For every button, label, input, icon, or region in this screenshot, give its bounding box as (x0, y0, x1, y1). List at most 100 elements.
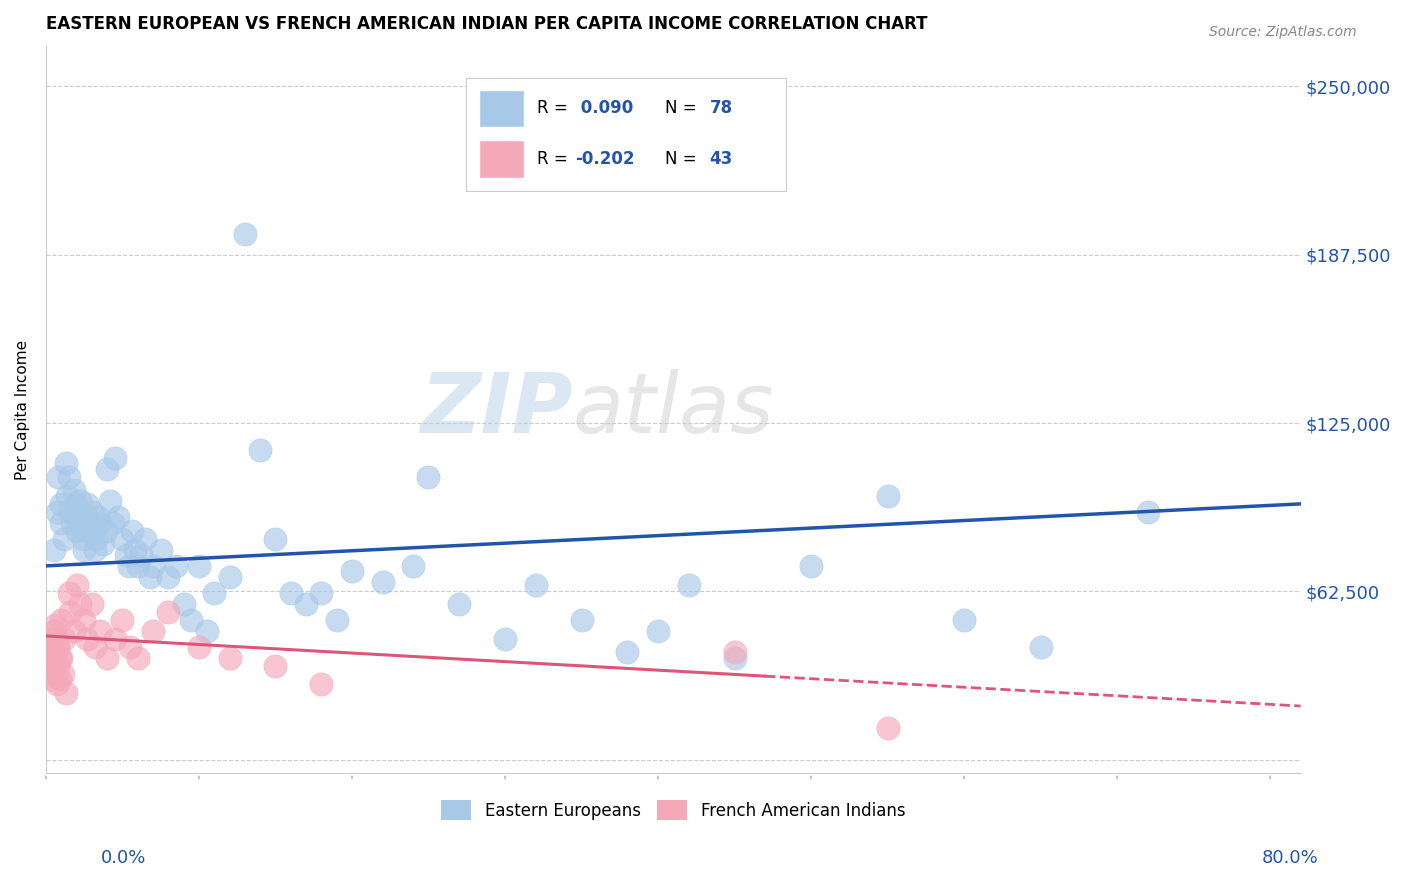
Point (70, 516, 93, 530)
Point (124, 542, 146, 557)
Point (39, 658, 62, 673)
Point (41, 632, 63, 646)
Point (48, 672, 70, 686)
Point (142, 558, 165, 573)
Point (1136, 505, 1159, 519)
Point (46, 640, 69, 654)
Point (121, 524, 143, 538)
Point (723, 645, 745, 659)
Point (202, 586, 225, 600)
Point (65, 578, 87, 592)
Point (73, 613, 96, 627)
Point (87, 510, 110, 524)
Point (325, 613, 347, 627)
Point (127, 558, 149, 573)
Point (134, 532, 156, 546)
Point (80, 505, 103, 519)
Point (195, 624, 218, 638)
Point (91, 537, 114, 551)
Point (41, 672, 63, 686)
Point (42, 650, 65, 665)
Point (280, 586, 302, 600)
Point (59, 605, 82, 619)
Point (311, 677, 333, 691)
Point (67, 510, 90, 524)
Point (876, 721, 898, 735)
Point (218, 650, 240, 665)
Point (114, 548, 136, 562)
Point (72, 532, 94, 546)
Point (120, 640, 142, 654)
Point (264, 532, 287, 546)
Point (80, 597, 103, 611)
Text: ZIP: ZIP (420, 369, 572, 450)
Point (616, 645, 638, 659)
Point (56, 489, 79, 503)
Point (94, 524, 117, 538)
Point (723, 650, 745, 665)
Point (188, 640, 211, 654)
Point (104, 632, 127, 646)
Point (39, 640, 62, 654)
Point (38, 650, 60, 665)
Point (571, 613, 593, 627)
Point (73, 542, 96, 557)
Point (65, 524, 87, 538)
Point (1029, 640, 1052, 654)
Point (647, 624, 669, 638)
Point (55, 685, 77, 699)
Point (117, 558, 139, 573)
Point (45, 505, 67, 519)
Point (51, 613, 73, 627)
Point (58, 586, 80, 600)
Point (51, 516, 73, 530)
Point (51, 650, 73, 665)
Point (218, 569, 240, 583)
Point (494, 632, 516, 646)
Point (340, 564, 363, 578)
Text: 0.0%: 0.0% (101, 849, 146, 867)
Point (371, 575, 394, 590)
Point (233, 227, 256, 242)
Point (60, 516, 83, 530)
Point (76, 497, 98, 511)
Point (149, 542, 172, 557)
Point (111, 532, 134, 546)
Point (75, 524, 97, 538)
Point (103, 516, 125, 530)
Point (98, 494, 121, 508)
Point (129, 548, 152, 562)
Point (295, 597, 318, 611)
Point (55, 457, 77, 471)
Point (62, 624, 84, 638)
Point (96, 462, 118, 476)
Text: 80.0%: 80.0% (1263, 849, 1319, 867)
Point (45, 677, 67, 691)
Point (48, 650, 70, 665)
Point (524, 578, 547, 592)
Point (63, 497, 86, 511)
Point (173, 597, 195, 611)
Point (53, 632, 76, 646)
Point (418, 470, 440, 484)
Point (678, 578, 700, 592)
Point (800, 558, 823, 573)
Point (46, 658, 69, 673)
Point (76, 632, 98, 646)
Point (86, 532, 108, 546)
Point (157, 605, 180, 619)
Point (84, 640, 107, 654)
Point (46, 470, 69, 484)
Point (44, 618, 66, 632)
Point (449, 597, 471, 611)
Point (127, 650, 149, 665)
Point (77, 516, 100, 530)
Point (165, 558, 187, 573)
Point (188, 558, 211, 573)
Point (52, 666, 75, 681)
Point (107, 510, 129, 524)
Point (142, 624, 165, 638)
Legend: Eastern Europeans, French American Indians: Eastern Europeans, French American India… (434, 793, 912, 827)
Text: atlas: atlas (572, 369, 775, 450)
Point (45, 632, 67, 646)
